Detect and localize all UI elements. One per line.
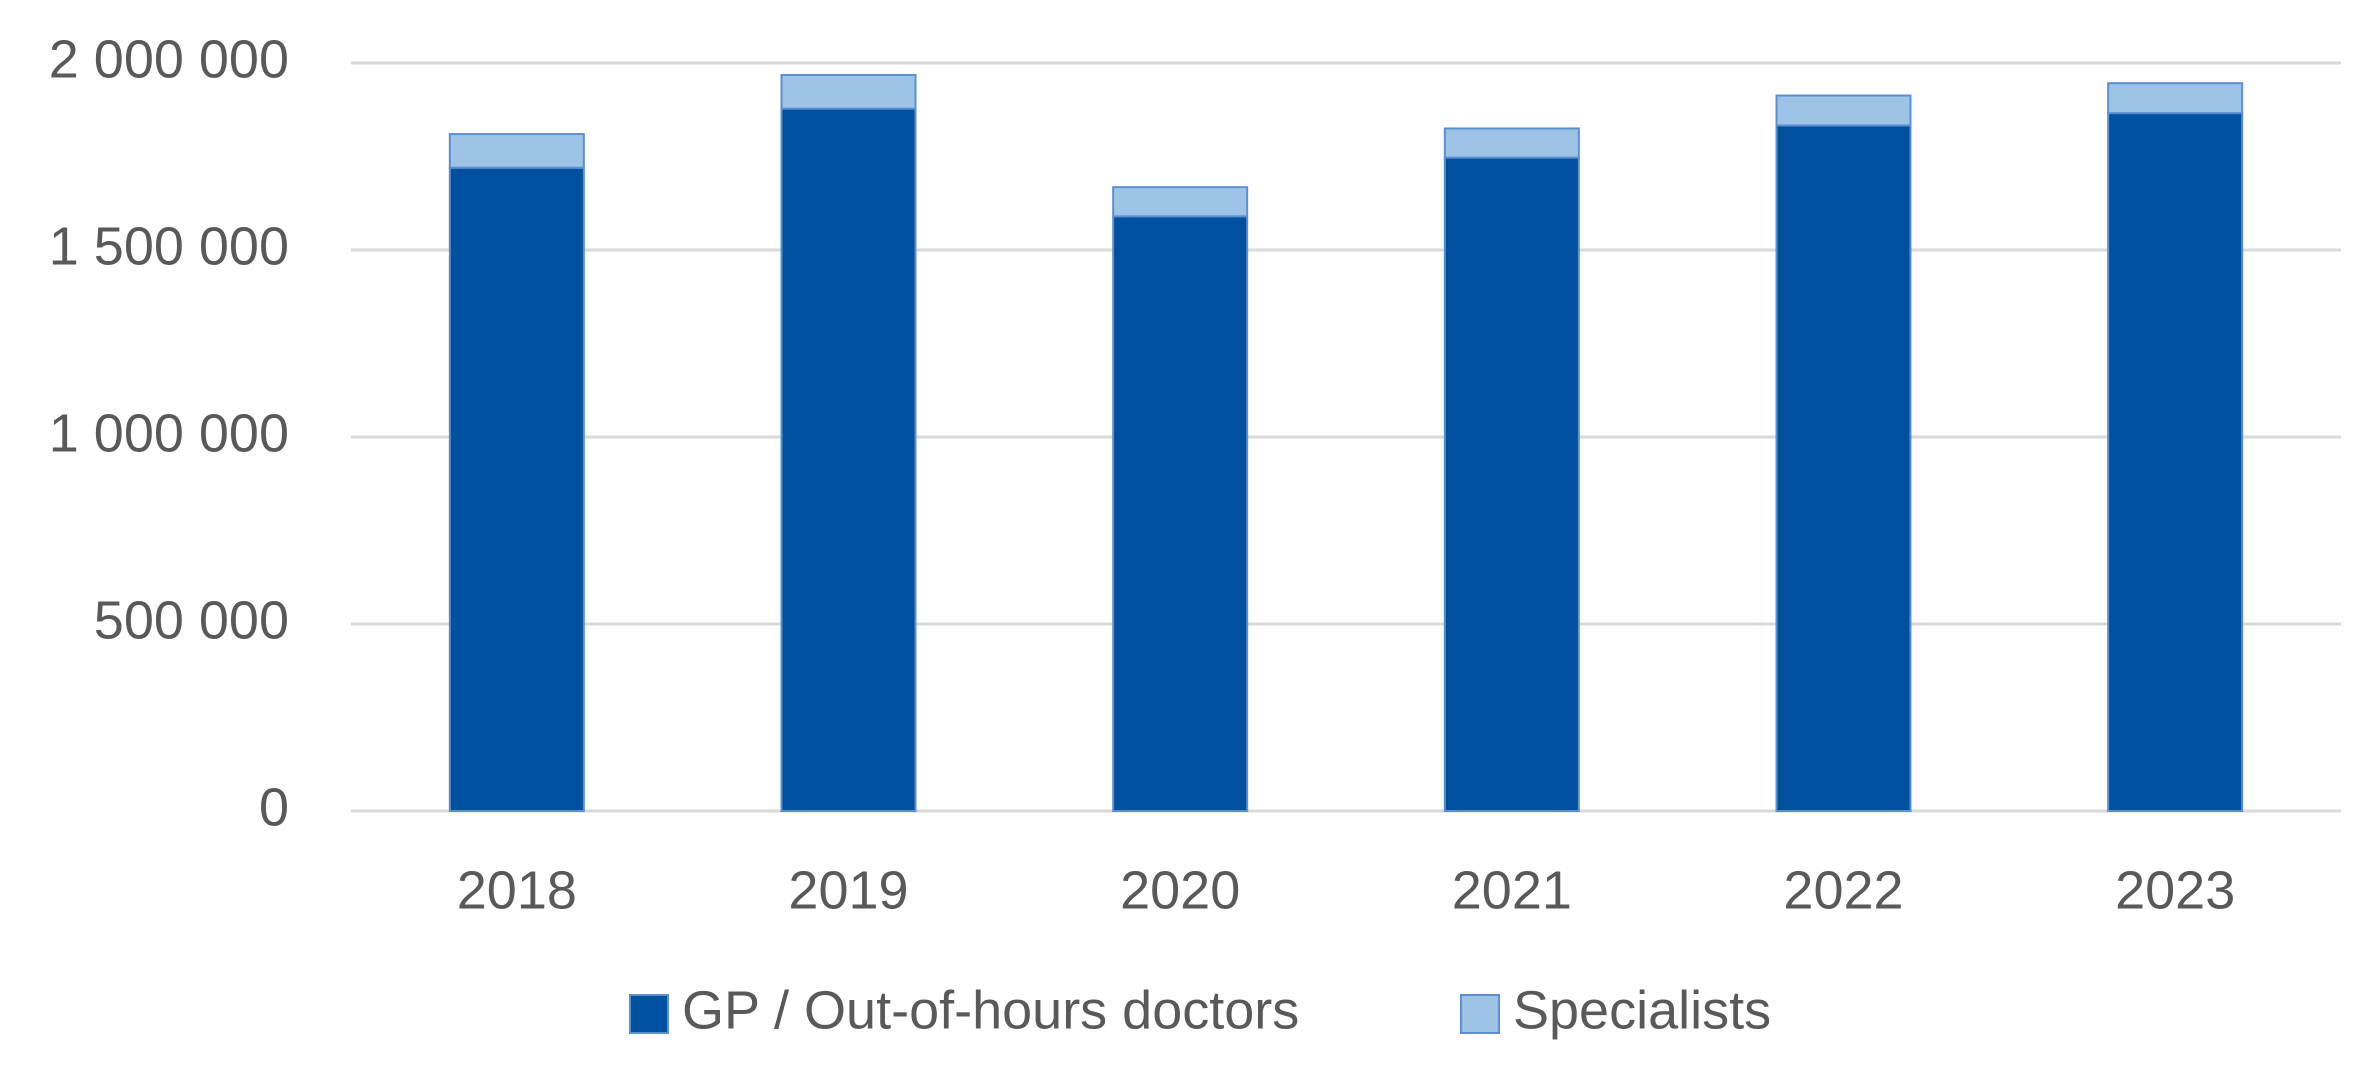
bar-segment [1443, 127, 1580, 159]
bar-segment [1112, 186, 1249, 218]
bar-segment [448, 166, 585, 813]
bar-segment [1775, 124, 1912, 812]
y-tick-label: 1 000 000 [49, 403, 289, 463]
x-tick-label: 2018 [457, 860, 577, 920]
y-tick-label: 500 000 [94, 590, 289, 650]
bar-segment [1775, 94, 1912, 127]
y-tick-label: 1 500 000 [49, 216, 289, 276]
x-tick-label: 2022 [1783, 860, 1903, 920]
x-tick-label: 2020 [1120, 860, 1240, 920]
legend-swatch [629, 994, 669, 1034]
x-tick-label: 2019 [788, 860, 908, 920]
legend-label: GP / Out-of-hours doctors [682, 980, 1299, 1040]
bar-segment [1112, 215, 1249, 812]
x-tick-label: 2023 [2115, 860, 2235, 920]
legend-label: Specialists [1513, 980, 1771, 1040]
y-tick-label: 2 000 000 [49, 29, 289, 89]
y-tick-label: 0 [259, 777, 289, 837]
bar-segment [2107, 112, 2244, 812]
bar-segment [448, 133, 585, 169]
bar-segment [780, 73, 917, 110]
x-tick-label: 2021 [1452, 860, 1572, 920]
bar-segment [2107, 82, 2244, 115]
bar-segment [780, 107, 917, 813]
legend-swatch [1460, 994, 1500, 1034]
bar-segment [1443, 156, 1580, 812]
